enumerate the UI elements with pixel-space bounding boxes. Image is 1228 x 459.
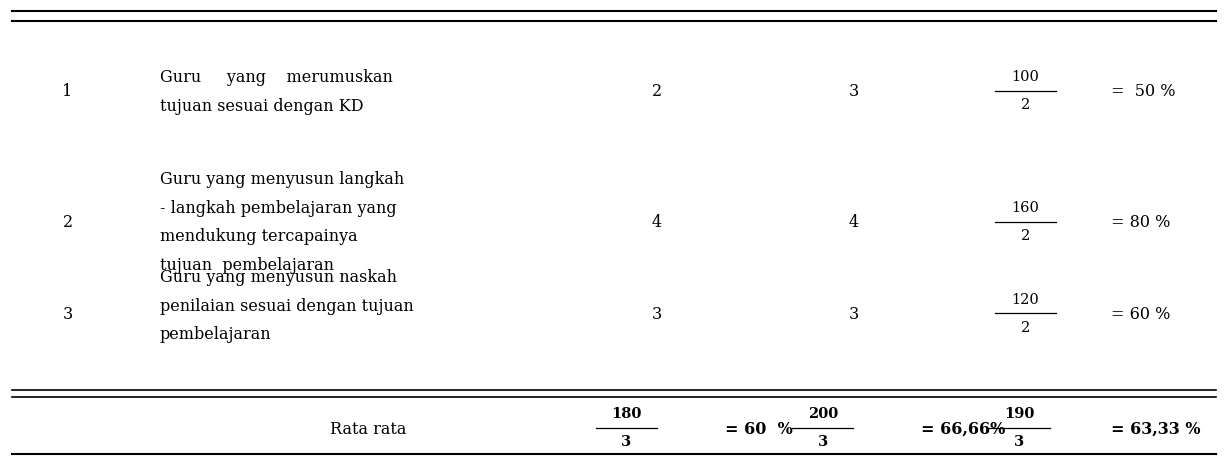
Text: tujuan  pembelajaran: tujuan pembelajaran: [160, 257, 334, 274]
Text: 2: 2: [1020, 229, 1030, 243]
Text: 3: 3: [849, 306, 858, 323]
Text: 3: 3: [63, 306, 72, 323]
Text: = 80 %: = 80 %: [1111, 214, 1170, 231]
Text: 200: 200: [808, 408, 837, 421]
Text: = 60 %: = 60 %: [1111, 306, 1170, 323]
Text: Guru yang menyusun naskah: Guru yang menyusun naskah: [160, 269, 397, 286]
Text: Guru     yang    merumuskan: Guru yang merumuskan: [160, 69, 393, 86]
Text: 3: 3: [849, 83, 858, 101]
Text: Guru yang menyusun langkah: Guru yang menyusun langkah: [160, 171, 404, 189]
Text: 2: 2: [1020, 321, 1030, 335]
Text: mendukung tercapainya: mendukung tercapainya: [160, 228, 357, 246]
Text: 2: 2: [652, 83, 662, 101]
Text: 1: 1: [63, 83, 72, 101]
Text: 3: 3: [621, 436, 631, 449]
Text: = 63,33 %: = 63,33 %: [1111, 420, 1201, 438]
Text: 100: 100: [1012, 70, 1039, 84]
Text: 2: 2: [63, 214, 72, 231]
Text: Rata rata: Rata rata: [330, 420, 406, 438]
Text: 160: 160: [1012, 201, 1039, 215]
Text: 3: 3: [652, 306, 662, 323]
Text: 180: 180: [612, 408, 641, 421]
Text: =  50 %: = 50 %: [1111, 83, 1176, 101]
Text: 4: 4: [652, 214, 662, 231]
Text: = 60  %: = 60 %: [725, 420, 792, 438]
Text: 3: 3: [818, 436, 828, 449]
Text: tujuan sesuai dengan KD: tujuan sesuai dengan KD: [160, 97, 363, 115]
Text: pembelajaran: pembelajaran: [160, 326, 271, 343]
Text: penilaian sesuai dengan tujuan: penilaian sesuai dengan tujuan: [160, 297, 414, 315]
Text: 2: 2: [1020, 98, 1030, 112]
Text: = 66,66%: = 66,66%: [921, 420, 1006, 438]
Text: - langkah pembelajaran yang: - langkah pembelajaran yang: [160, 200, 397, 217]
Text: 190: 190: [1005, 408, 1034, 421]
Text: 120: 120: [1012, 293, 1039, 307]
Text: 3: 3: [1014, 436, 1024, 449]
Text: 4: 4: [849, 214, 858, 231]
